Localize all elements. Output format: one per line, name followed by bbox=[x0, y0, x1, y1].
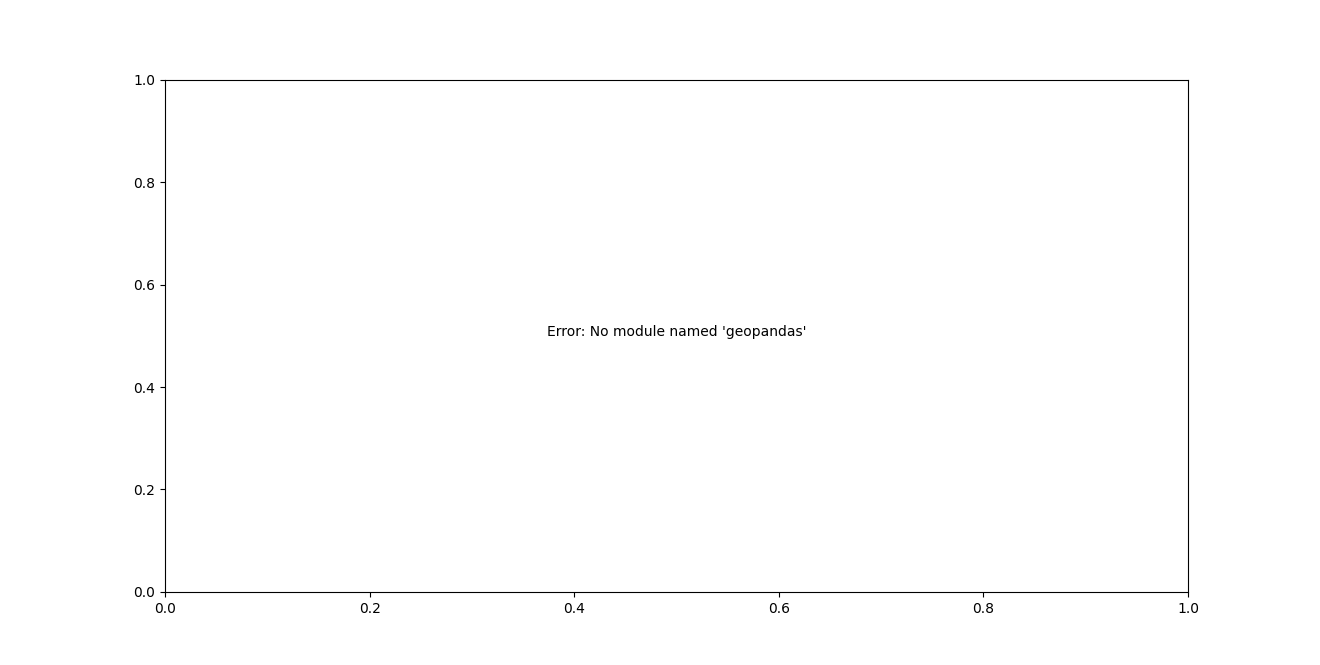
Text: Error: No module named 'geopandas': Error: No module named 'geopandas' bbox=[546, 325, 807, 339]
